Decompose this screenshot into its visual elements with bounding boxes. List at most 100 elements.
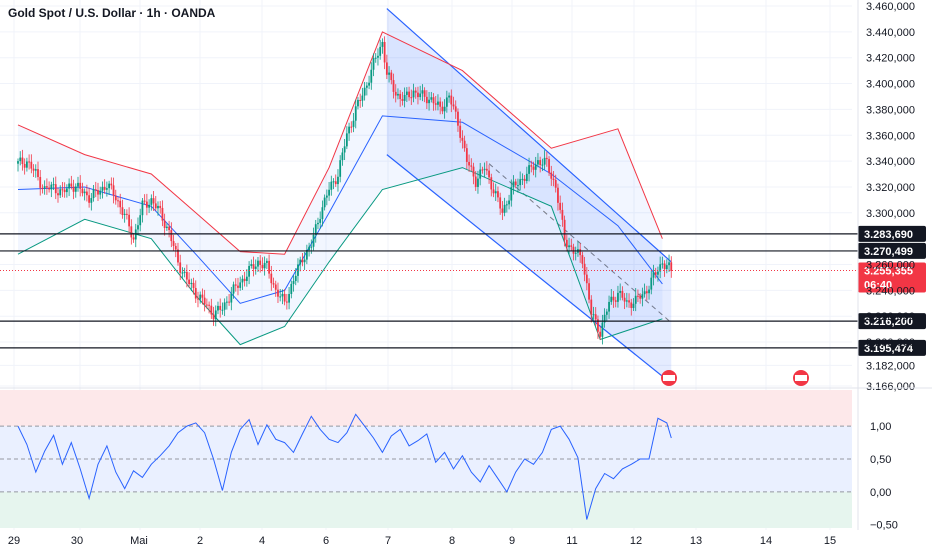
candle-body (165, 226, 168, 229)
candle-body (288, 293, 290, 303)
candle-body (554, 179, 557, 188)
y-tick-label-14: 3.166,000 (866, 381, 915, 393)
candle-body (128, 214, 130, 227)
level-label-0: 3.283,690 (864, 229, 913, 241)
candle-body (361, 95, 364, 101)
candle-body (148, 204, 150, 208)
candle-body (417, 92, 419, 98)
candle-body (397, 93, 399, 96)
candle-body (508, 200, 510, 205)
candle-body (143, 200, 146, 202)
candle-body (425, 96, 428, 104)
candle-body (217, 305, 219, 311)
candle-body (312, 234, 315, 247)
candle-body (414, 90, 417, 93)
candle-body (454, 106, 457, 112)
y-tick-label-7: 3.320,000 (866, 182, 915, 194)
candle-body (259, 260, 262, 265)
candle-body (652, 272, 655, 278)
candle-body (483, 168, 486, 170)
candle-body (619, 290, 622, 293)
candle-body (77, 182, 79, 187)
candle-body (430, 97, 433, 100)
candle-body (354, 106, 357, 121)
event-flag-stripe (663, 375, 675, 381)
candle-body (19, 157, 22, 162)
candle-body (177, 249, 179, 263)
candle-body (519, 179, 522, 186)
bollinger-fill (18, 31, 663, 345)
candle-body (97, 190, 99, 195)
y-tick-label-4: 3.380,000 (866, 104, 915, 116)
candle-body (103, 186, 106, 190)
candle-body (292, 281, 295, 284)
level-label-3: 3.195,474 (864, 343, 914, 355)
candle-body (445, 97, 448, 107)
candle-body (588, 283, 590, 300)
candle-body (225, 301, 228, 303)
y-tick-label-11: 3.220,000 (866, 311, 915, 323)
x-tick-label-2: Mai (130, 535, 148, 547)
level-label-1: 3.270,499 (864, 246, 913, 258)
candle-body (441, 106, 444, 112)
candle-body (450, 95, 453, 105)
candle-body (85, 191, 88, 196)
candle-body (528, 165, 530, 174)
candle-body (648, 289, 650, 294)
candle-body (634, 295, 637, 304)
y-tick-label-9: 3.260,000 (866, 260, 915, 272)
candle-body (345, 133, 348, 147)
candle-body (479, 169, 482, 179)
candle-body (119, 200, 122, 208)
candle-body (583, 263, 586, 275)
candle-body (457, 111, 459, 126)
candle-body (90, 198, 93, 203)
candle-body (377, 55, 379, 58)
candle-body (388, 72, 390, 75)
candle-body (45, 186, 48, 188)
candle-body (228, 301, 230, 303)
candle-body (490, 177, 493, 190)
candle-body (252, 264, 255, 269)
candle-body (392, 80, 395, 92)
candle-body (154, 203, 157, 209)
candle-body (461, 137, 464, 141)
chart-title: Gold Spot / U.S. Dollar · 1h · OANDA (8, 6, 216, 20)
candle-body (283, 293, 286, 302)
candle-body (257, 260, 259, 267)
y-tick-label-2: 3.420,000 (866, 53, 915, 65)
candle-body (265, 260, 268, 263)
x-tick-label-4: 4 (259, 535, 265, 547)
candle-body (201, 294, 204, 298)
x-tick-label-10: 12 (630, 535, 642, 547)
candle-body (183, 271, 186, 273)
candle-body (501, 208, 504, 213)
candle-body (337, 176, 339, 185)
candle-body (565, 239, 568, 248)
candle-body (194, 287, 197, 299)
candle-body (290, 283, 293, 294)
candle-body (210, 305, 213, 315)
candle-body (330, 181, 333, 190)
candle-body (137, 225, 139, 230)
candle-body (59, 189, 62, 196)
y-tick-label-3: 3.400,000 (866, 79, 915, 91)
candle-body (68, 183, 71, 189)
indicator-tick-label-1: 0,50 (870, 454, 891, 466)
x-tick-label-7: 8 (449, 535, 455, 547)
candle-body (459, 125, 462, 138)
candle-body (379, 46, 382, 56)
candle-body (383, 41, 386, 63)
candle-body (510, 187, 513, 201)
candle-body (70, 183, 73, 187)
candle-body (428, 99, 430, 104)
candle-body (557, 187, 559, 203)
candle-body (537, 160, 539, 165)
candle-body (63, 189, 66, 193)
candle-body (530, 165, 533, 167)
candle-body (579, 249, 582, 256)
candle-body (472, 166, 475, 177)
indicator-tick-label-3: −0,50 (870, 520, 898, 532)
candle-body (108, 183, 111, 189)
